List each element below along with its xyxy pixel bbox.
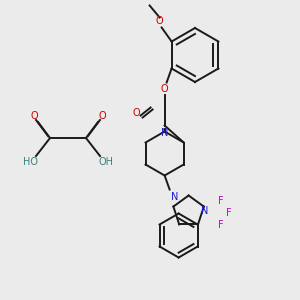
Text: O: O — [133, 107, 140, 118]
Text: O: O — [98, 111, 106, 121]
Text: N: N — [161, 128, 168, 137]
Text: F: F — [226, 208, 231, 218]
Text: N: N — [201, 206, 208, 217]
Text: HO: HO — [22, 157, 38, 167]
Text: F: F — [218, 220, 224, 230]
Text: O: O — [156, 16, 164, 26]
Text: OH: OH — [98, 157, 113, 167]
Text: O: O — [161, 83, 168, 94]
Text: O: O — [30, 111, 38, 121]
Text: F: F — [218, 196, 224, 206]
Text: N: N — [171, 193, 178, 202]
